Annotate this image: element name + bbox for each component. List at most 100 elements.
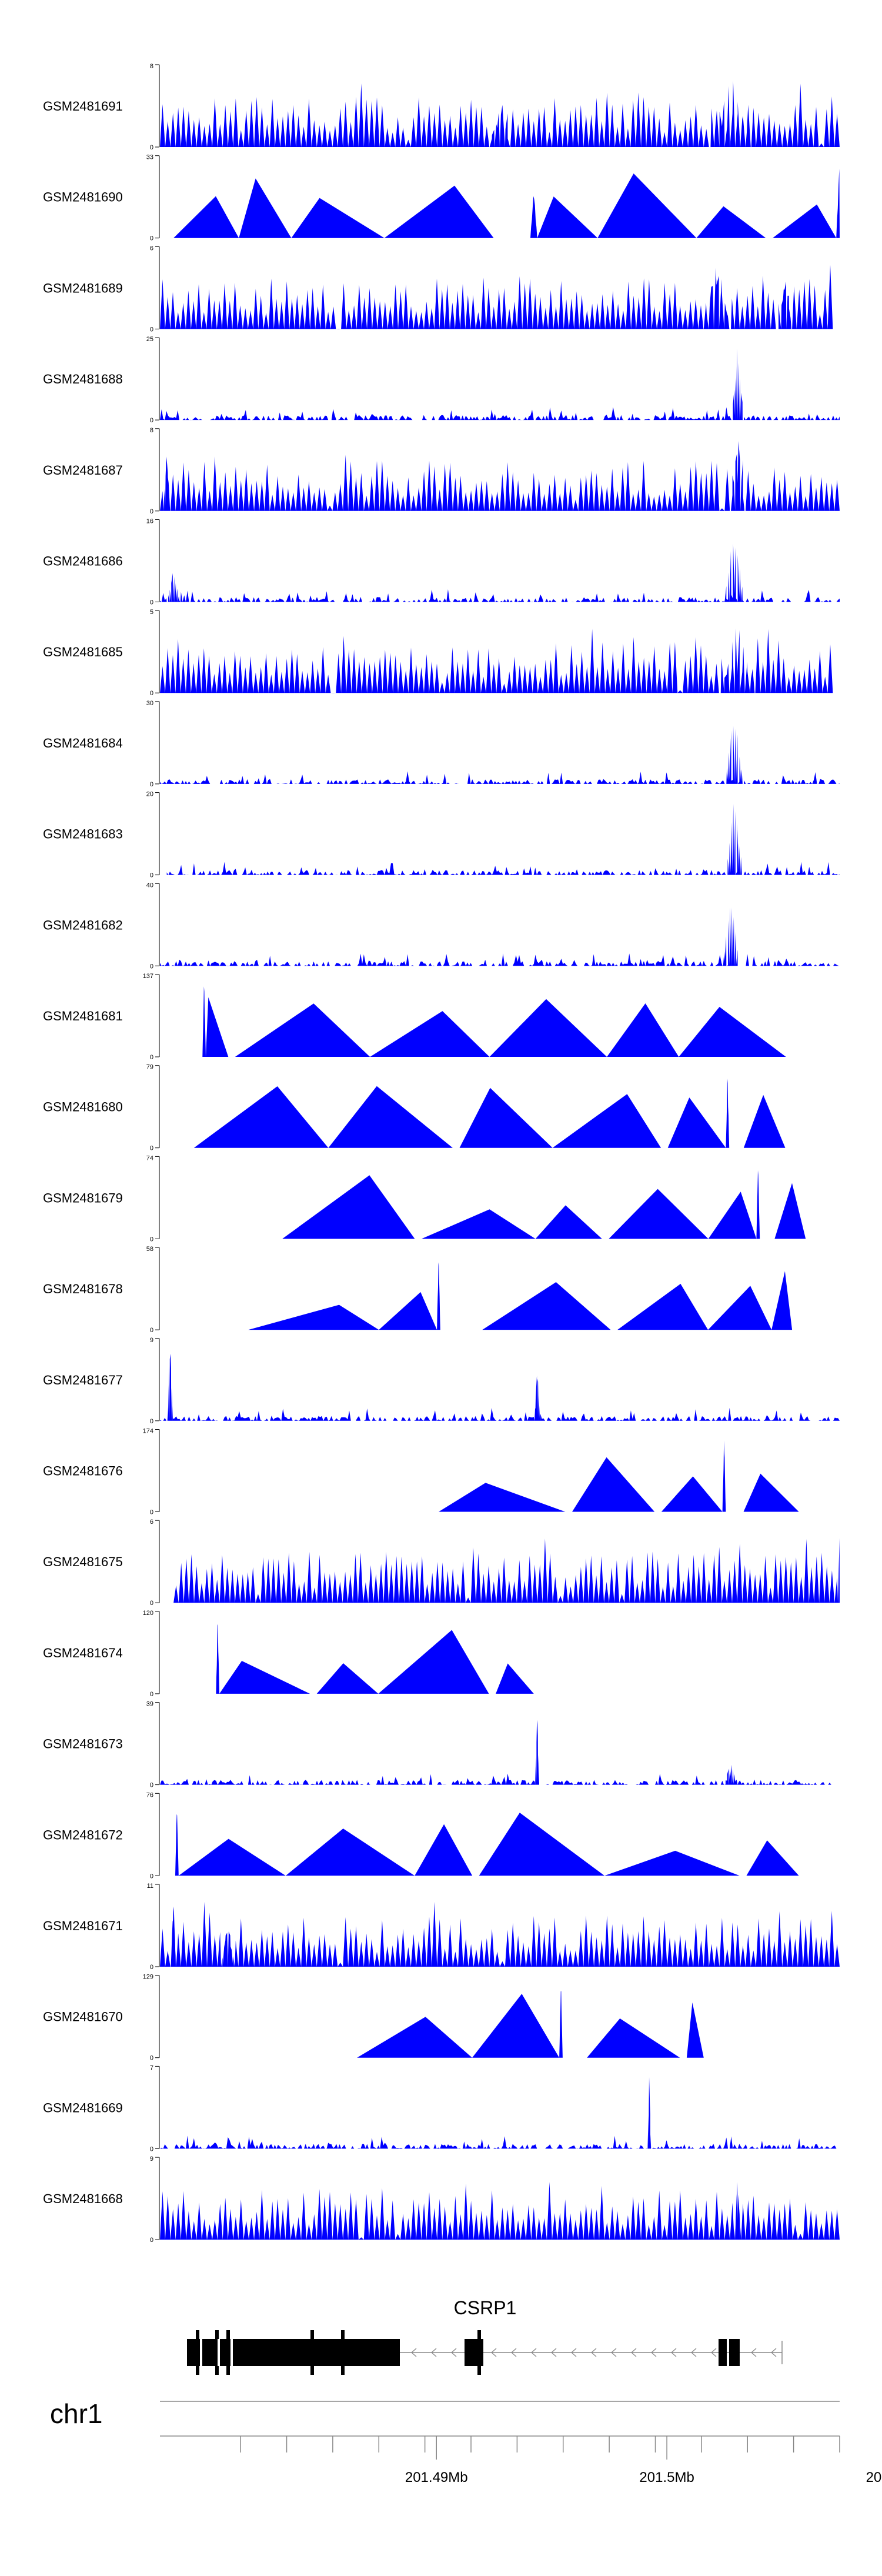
track-GSM2481672: GSM2481672 76 0 [43, 1791, 799, 1880]
track-GSM2481687: GSM2481687 8 0 [43, 427, 840, 515]
coverage-area [166, 803, 840, 875]
track-label: GSM2481668 [43, 2191, 123, 2206]
track-label: GSM2481674 [43, 1646, 123, 1660]
y-axis-min-label: 0 [150, 2145, 153, 2153]
coverage-area [160, 726, 840, 784]
strand-arrow [451, 2348, 457, 2357]
track-label: GSM2481680 [43, 1100, 123, 1115]
track-label: GSM2481679 [43, 1190, 123, 1205]
y-axis-min-label: 0 [150, 1054, 153, 1061]
exon-marker [477, 2330, 481, 2375]
track-label: GSM2481681 [43, 1009, 123, 1023]
y-axis-min-label: 0 [150, 2237, 153, 2244]
y-axis-min-label: 0 [150, 1418, 153, 1425]
y-axis-max-label: 6 [150, 245, 153, 252]
track-GSM2481671: GSM2481671 11 0 [43, 1883, 840, 1971]
chromosome-label: chr1 [50, 2398, 102, 2429]
coverage-area [173, 1538, 840, 1603]
track-label: GSM2481688 [43, 372, 123, 386]
track-GSM2481688: GSM2481688 25 0 [43, 336, 840, 424]
coverage-area [160, 2182, 840, 2240]
strand-arrow [571, 2348, 577, 2357]
track-label: GSM2481683 [43, 827, 123, 842]
y-axis-max-label: 6 [150, 1519, 153, 1526]
track-label: GSM2481673 [43, 1737, 123, 1751]
y-axis-min-label: 0 [150, 1782, 153, 1789]
coverage-area [160, 441, 840, 511]
track-GSM2481668: GSM2481668 9 0 [43, 2155, 840, 2244]
track-label: GSM2481682 [43, 917, 123, 932]
track-GSM2481690: GSM2481690 33 0 [43, 154, 840, 242]
y-axis-min-label: 0 [150, 1327, 153, 1334]
y-axis-max-label: 137 [143, 973, 153, 980]
coverage-area [160, 348, 840, 421]
track-GSM2481684: GSM2481684 30 0 [43, 700, 840, 788]
coverage-area [282, 1170, 806, 1239]
track-GSM2481677: GSM2481677 9 0 [43, 1337, 840, 1425]
coverage-area [160, 1720, 833, 1785]
track-GSM2481685: GSM2481685 5 0 [43, 609, 833, 697]
y-axis-max-label: 33 [146, 154, 153, 161]
track-GSM2481679: GSM2481679 74 0 [43, 1154, 806, 1243]
exon [187, 2339, 400, 2366]
utr-gap [200, 2339, 202, 2366]
track-label: GSM2481671 [43, 1918, 123, 1933]
y-axis-min-label: 0 [150, 235, 153, 242]
track-GSM2481676: GSM2481676 174 0 [43, 1428, 799, 1516]
y-axis-min-label: 0 [150, 781, 153, 788]
track-label: GSM2481676 [43, 1464, 123, 1479]
strand-arrow [711, 2348, 717, 2357]
y-axis-max-label: 129 [143, 1974, 153, 1981]
track-label: GSM2481690 [43, 190, 123, 205]
strand-arrow [771, 2348, 777, 2357]
exon-marker [226, 2330, 230, 2375]
y-axis-max-label: 79 [146, 1064, 153, 1071]
track-label: GSM2481689 [43, 281, 123, 295]
strand-arrow [431, 2348, 437, 2357]
strand-arrow [611, 2348, 617, 2357]
coverage-area [160, 543, 840, 602]
utr-gap [218, 2339, 220, 2366]
exon [719, 2339, 727, 2366]
exon-marker [215, 2330, 219, 2375]
y-axis-max-label: 76 [146, 1791, 153, 1798]
exon-marker [341, 2330, 345, 2375]
y-axis-max-label: 8 [150, 427, 153, 434]
x-axis-tick-label: 201.5Mb [639, 2470, 694, 2485]
coverage-area [160, 81, 840, 147]
strand-arrow [631, 2348, 637, 2357]
y-axis-max-label: 8 [150, 63, 153, 70]
track-label: GSM2481687 [43, 463, 123, 478]
track-label: GSM2481685 [43, 645, 123, 659]
track-label: GSM2481672 [43, 1827, 123, 1842]
y-axis-max-label: 16 [146, 518, 153, 525]
exon [729, 2339, 740, 2366]
x-axis-tick-label: 201.51Mb [866, 2470, 882, 2485]
x-axis-tick-label: 201.49Mb [405, 2470, 468, 2485]
genome-axis-track: chr1 201.49Mb 201.5Mb 201.51Mb [50, 2398, 882, 2485]
y-axis-min-label: 0 [150, 326, 153, 333]
coverage-area [160, 1353, 840, 1421]
track-GSM2481681: GSM2481681 137 0 [43, 973, 799, 1061]
coverage-area [357, 1991, 711, 2058]
y-axis-min-label: 0 [150, 1691, 153, 1698]
exon-marker [310, 2330, 314, 2375]
track-GSM2481691: GSM2481691 8 0 [43, 63, 840, 151]
track-GSM2481678: GSM2481678 58 0 [43, 1246, 793, 1334]
y-axis-min-label: 0 [150, 599, 153, 606]
coverage-tracks: GSM248169180GSM2481690330GSM248168960GSM… [43, 63, 840, 2244]
coverage-area [187, 1624, 534, 1694]
track-label: GSM2481691 [43, 99, 123, 114]
y-axis-max-label: 11 [147, 1883, 153, 1890]
y-axis-min-label: 0 [150, 1509, 153, 1516]
track-label: GSM2481684 [43, 736, 123, 750]
coverage-area [166, 1813, 799, 1876]
y-axis-max-label: 58 [146, 1246, 153, 1253]
strand-arrow [531, 2348, 537, 2357]
y-axis-max-label: 25 [146, 336, 153, 343]
track-label: GSM2481670 [43, 2010, 123, 2024]
strand-arrow [551, 2348, 557, 2357]
y-axis-min-label: 0 [150, 1964, 153, 1971]
y-axis-min-label: 0 [150, 963, 153, 970]
